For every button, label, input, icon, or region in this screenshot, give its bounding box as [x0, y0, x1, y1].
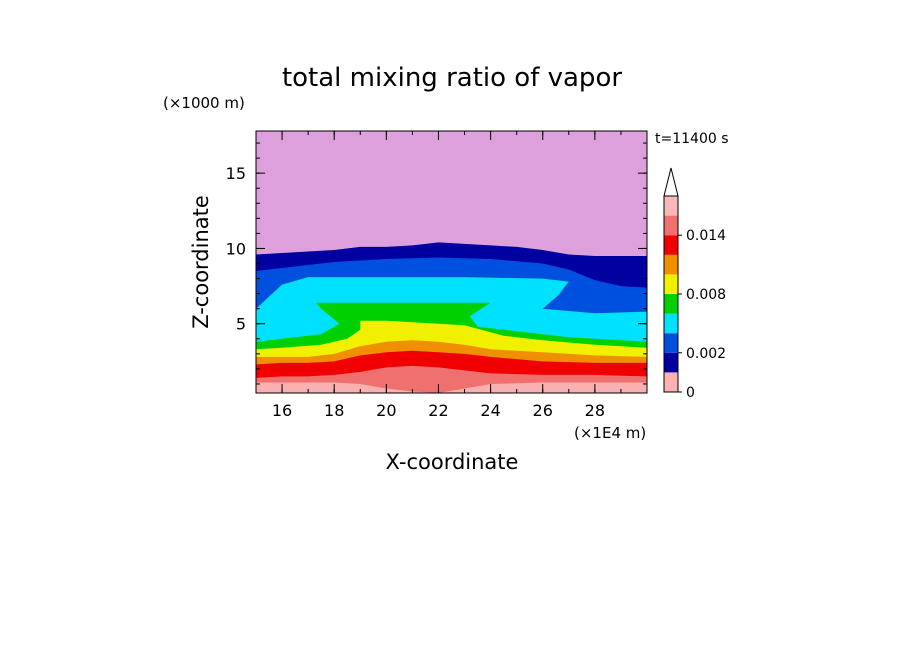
- axis-ticks: 16 18 20 22 24 26 28 5 10 15: [226, 131, 648, 420]
- y-tick-label: 5: [236, 315, 246, 334]
- x-unit-label: (×1E4 m): [574, 424, 646, 442]
- x-tick-label: 24: [480, 401, 500, 420]
- colorbar-segment: [664, 294, 678, 314]
- time-label: t=11400 s: [655, 131, 729, 147]
- colorbar-segment: [664, 313, 678, 334]
- colorbar-segment: [664, 372, 678, 392]
- colorbar-extend-triangle: [663, 167, 679, 197]
- y-unit-label: (×1000 m): [163, 94, 245, 112]
- x-tick-label: 18: [324, 401, 344, 420]
- colorbar-tick-label: 0.014: [686, 228, 726, 244]
- colorbar-segment: [664, 352, 678, 373]
- colorbar-segment: [664, 196, 678, 216]
- contour-layer-9: [256, 382, 647, 393]
- colorbar-tick-label: 0.008: [686, 287, 726, 303]
- x-tick-label: 22: [428, 401, 448, 420]
- x-tick-label: 16: [272, 401, 292, 420]
- x-axis-label: X-coordinate: [386, 450, 519, 474]
- colorbar: 0 0.002 0.008 0.014: [663, 167, 726, 401]
- plot-frame: [255, 130, 648, 394]
- x-tick-label: 28: [585, 401, 605, 420]
- y-tick-label: 15: [226, 164, 246, 183]
- colorbar-segment: [664, 274, 678, 294]
- x-tick-label: 20: [376, 401, 396, 420]
- y-axis-label: Z-coordinate: [189, 195, 213, 329]
- colorbar-segment: [664, 333, 678, 353]
- colorbar-segment: [664, 215, 678, 236]
- colorbar-segment: [664, 235, 678, 255]
- colorbar-segment: [664, 254, 678, 275]
- x-tick-label: 26: [533, 401, 553, 420]
- y-tick-label: 10: [226, 239, 246, 258]
- colorbar-tick-label: 0.002: [686, 346, 726, 362]
- plot-area: [256, 131, 647, 393]
- colorbar-tick-label: 0: [686, 385, 695, 401]
- chart-title: total mixing ratio of vapor: [282, 63, 622, 93]
